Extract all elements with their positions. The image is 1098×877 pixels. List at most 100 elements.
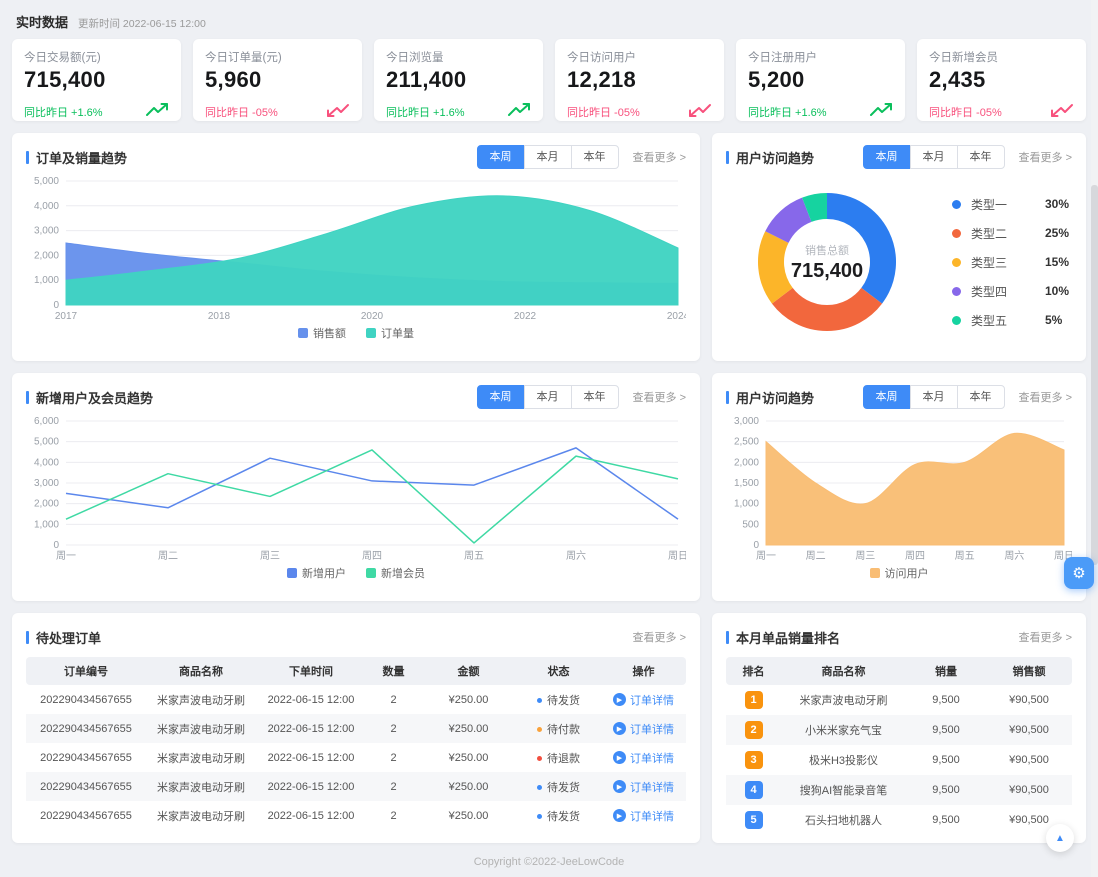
table-cell: 小米米家充气宝 [805, 725, 882, 737]
donut-legend-item-类型三[interactable]: 类型三 15% [952, 248, 1069, 277]
table-cell: ¥250.00 [448, 809, 489, 822]
tab-本周[interactable]: 本周 [476, 385, 525, 409]
footer-copyright: Copyright ©2022-JeeLowCode [473, 856, 625, 868]
table-cell: 2 [390, 809, 397, 822]
chart-legend: 销售额 订单量 [26, 325, 686, 341]
topbar: 实时数据 更新时间 2022-06-15 12:00 [0, 0, 1098, 31]
view-more-link[interactable]: 查看更多 > [1018, 152, 1072, 164]
panel-title: 用户访问趋势 [736, 150, 815, 166]
order-detail-link[interactable]: ▶ 订单详情 [613, 692, 674, 708]
svg-text:5,000: 5,000 [34, 437, 59, 448]
donut-legend: 类型一 30% 类型二 25% 类型三 15% 类型四 10% 类型五 5% [952, 190, 1069, 335]
stat-card-change: 同比昨日 -05% [929, 106, 1002, 119]
view-more-link[interactable]: 查看更多 > [1018, 392, 1072, 404]
order-detail-link[interactable]: ▶ 订单详情 [613, 779, 674, 795]
legend-item-新增会员[interactable]: 新增会员 [366, 565, 425, 581]
action-cell: ▶ 订单详情 [601, 772, 686, 801]
svg-text:周三: 周三 [260, 550, 280, 562]
donut-legend-item-类型二[interactable]: 类型二 25% [952, 219, 1069, 248]
tab-本年[interactable]: 本年 [956, 145, 1005, 169]
table-row: 202290434567655 米家声波电动牙刷 2022-06-15 12:00 2… [26, 685, 686, 714]
rank-badge: 5 [744, 811, 763, 829]
svg-text:2,000: 2,000 [34, 250, 59, 261]
title-accent-bar [726, 630, 729, 644]
legend-item-销售额[interactable]: 销售额 [298, 325, 346, 341]
donut-legend-item-类型四[interactable]: 类型四 10% [952, 277, 1069, 306]
table-row: 5 石头扫地机器人 9,500 ¥90,500 [726, 805, 1072, 835]
visit-users-area-chart: 0 500 1,000 1,500 2,000 2,500 3,000 周一 周二 周三 周四 周五 周… [734, 416, 1072, 562]
legend-swatch [869, 568, 880, 578]
view-more-link[interactable]: 查看更多 > [632, 632, 686, 644]
period-tabs: 本周 本月 本年 [476, 385, 619, 409]
title-accent-bar [26, 630, 29, 644]
legend-label: 类型三 [971, 255, 1008, 270]
back-to-top-button[interactable]: ▲ [1046, 824, 1074, 852]
table-cell: 9,500 [932, 754, 960, 766]
stat-card-label: 今日订单量(元) [205, 52, 282, 64]
donut-chart-area: 销售总额 715,400 类型一 30% 类型二 25% 类型三 15% 类型四 10% 类型五… [726, 177, 1072, 347]
table-cell: ¥250.00 [448, 751, 489, 764]
donut-legend-item-类型一[interactable]: 类型一 30% [952, 190, 1069, 219]
settings-fab[interactable]: ⚙ [1064, 557, 1094, 589]
tab-本月[interactable]: 本月 [523, 385, 572, 409]
donut-chart [758, 193, 896, 331]
stat-card-footer: 同比昨日 +1.6% [748, 102, 893, 121]
tab-本周[interactable]: 本周 [862, 385, 911, 409]
table-cell: 9,500 [932, 814, 960, 826]
order-detail-link[interactable]: ▶ 订单详情 [613, 721, 674, 737]
table-cell: 2 [390, 780, 397, 793]
panel-header: 待处理订单 查看更多 > [26, 625, 686, 649]
scrollbar-track [1091, 0, 1098, 877]
svg-text:周六: 周六 [1004, 550, 1024, 562]
order-detail-link[interactable]: ▶ 订单详情 [613, 750, 674, 766]
tab-本月[interactable]: 本月 [523, 145, 572, 169]
table-cell: 2 [390, 722, 397, 735]
legend-swatch [287, 568, 297, 578]
tab-本周[interactable]: 本周 [862, 145, 911, 169]
status-dot-icon [537, 726, 542, 732]
panel-orders-sales-trend: 订单及销量趋势 本周 本月 本年 查看更多 > 0 1,000 2,000 3,000 4,… [12, 133, 700, 361]
order-detail-label: 订单详情 [630, 723, 674, 736]
table-cell: 9,500 [932, 694, 960, 706]
status-cell: 待发货 [516, 772, 601, 801]
view-more-link[interactable]: 查看更多 > [632, 392, 686, 404]
tab-本年[interactable]: 本年 [570, 145, 619, 169]
chart-legend: 访问用户 [726, 565, 1072, 581]
table-cell: 米家声波电动牙刷 [157, 723, 245, 736]
tab-本周[interactable]: 本周 [476, 145, 525, 169]
legend-item-新增用户[interactable]: 新增用户 [287, 565, 346, 581]
arrow-up-icon: ▲ [1055, 832, 1065, 844]
table-row: 3 极米H3投影仪 9,500 ¥90,500 [726, 745, 1072, 775]
scrollbar-thumb[interactable] [1091, 185, 1098, 565]
donut-legend-item-类型五[interactable]: 类型五 5% [952, 306, 1069, 335]
legend-item-访问用户[interactable]: 访问用户 [869, 565, 929, 581]
status-dot-icon [537, 813, 542, 819]
table-row: 4 搜狗AI智能录音笔 9,500 ¥90,500 [726, 775, 1072, 805]
panel-header: 新增用户及会员趋势 本周 本月 本年 查看更多 > [26, 385, 686, 409]
view-more-link[interactable]: 查看更多 > [632, 152, 686, 164]
tab-本年[interactable]: 本年 [956, 385, 1005, 409]
svg-text:周四: 周四 [905, 550, 925, 562]
rank-cell: 5 [726, 805, 781, 835]
tab-本月[interactable]: 本月 [909, 145, 958, 169]
panel-sales-ranking: 本月单品销量排名 查看更多 > 排名 商品名称 销量 销售额 1 米家声波电动牙刷 9,5… [712, 613, 1086, 843]
legend-percentage: 25% [1045, 226, 1070, 240]
legend-label: 销售额 [313, 328, 346, 340]
view-more-link[interactable]: 查看更多 > [1018, 632, 1072, 644]
action-cell: ▶ 订单详情 [601, 685, 686, 714]
legend-item-订单量[interactable]: 订单量 [366, 325, 414, 341]
stat-card: 今日新增会员 2,435 同比昨日 -05% [917, 39, 1086, 121]
tab-本月[interactable]: 本月 [909, 385, 958, 409]
action-cell: ▶ 订单详情 [601, 743, 686, 772]
table-cell: 极米H3投影仪 [808, 755, 879, 767]
legend-swatch [366, 328, 376, 338]
tab-本年[interactable]: 本年 [570, 385, 619, 409]
order-detail-link[interactable]: ▶ 订单详情 [613, 808, 674, 824]
stat-card-footer: 同比昨日 -05% [567, 102, 712, 121]
svg-text:0: 0 [53, 540, 59, 551]
arrow-right-circle-icon: ▶ [613, 780, 626, 793]
table-cell: 202290434567655 [40, 751, 132, 764]
charts-row-2: 新增用户及会员趋势 本周 本月 本年 查看更多 > 0 1,000 2,000 3,000… [12, 373, 1086, 601]
status-cell: 待退款 [516, 743, 601, 772]
stat-card-footer: 同比昨日 -05% [929, 102, 1074, 121]
